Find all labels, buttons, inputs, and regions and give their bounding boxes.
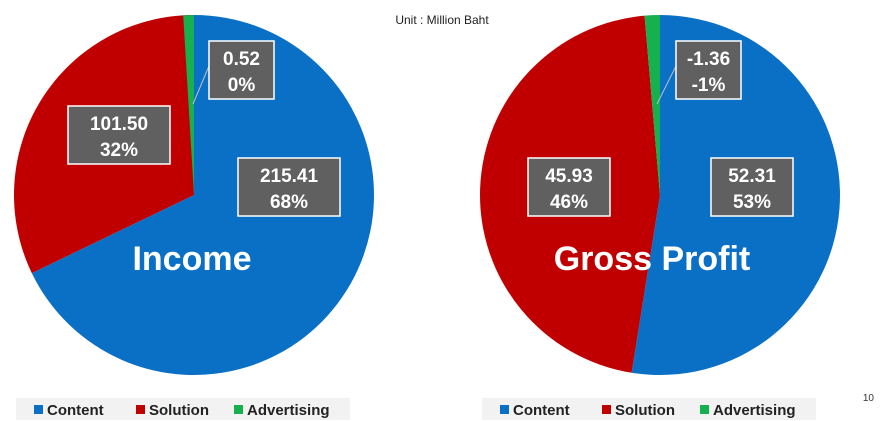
legend-swatch (700, 405, 709, 414)
legend-swatch (136, 405, 145, 414)
data-label-value: 0.52 (223, 49, 260, 70)
legend-swatch (234, 405, 243, 414)
leader-line-advertising (656, 65, 677, 105)
data-label-percent: 32% (100, 140, 138, 161)
legend-label: Advertising (247, 402, 330, 419)
data-label-value: 215.41 (260, 166, 319, 187)
data-label-percent: 46% (550, 192, 588, 213)
unit-label: Unit : Million Baht (395, 13, 489, 27)
page-number: 10 (862, 393, 874, 404)
data-label-content: 52.31 53% (710, 157, 794, 217)
legend-label: Solution (149, 402, 209, 419)
legend: Content Solution Advertising (16, 398, 350, 420)
chart-title: Income (132, 240, 251, 278)
data-label-percent: 0% (228, 75, 256, 96)
legend-item-content: Content (34, 402, 104, 419)
leader-line-advertising (192, 65, 210, 105)
data-label-advertising: -1.36 -1% (675, 40, 742, 100)
legend-swatch (500, 405, 509, 414)
pie-slice-advertising (644, 15, 660, 195)
legend-item-advertising: Advertising (234, 402, 330, 419)
legend-label: Content (513, 402, 570, 419)
legend: Content Solution Advertising (482, 398, 816, 420)
pie-chart-1: 215.41 68% 101.50 32% 0.52 0% Income Content Sol… (13, 15, 374, 420)
legend-swatch (602, 405, 611, 414)
data-label-percent: -1% (692, 75, 726, 96)
data-label-value: 101.50 (90, 114, 148, 135)
pie-slice-advertising (183, 15, 194, 195)
data-label-value: 45.93 (545, 166, 593, 187)
chart-title: Gross Profit (554, 240, 750, 278)
data-label-solution: 101.50 32% (67, 105, 171, 165)
data-label-solution: 45.93 46% (527, 157, 611, 217)
data-label-percent: 53% (733, 192, 771, 213)
data-label-content: 215.41 68% (237, 157, 341, 217)
pie-chart-2: 52.31 53% 45.93 46% -1.36 -1% Gross Profit Cont… (480, 15, 841, 420)
pie-slice-content (31, 15, 374, 375)
legend-item-content: Content (500, 402, 570, 419)
legend-item-solution: Solution (136, 402, 209, 419)
data-label-value: -1.36 (687, 49, 730, 70)
legend-label: Solution (615, 402, 675, 419)
legend-item-solution: Solution (602, 402, 675, 419)
legend-item-advertising: Advertising (700, 402, 796, 419)
legend-swatch (34, 405, 43, 414)
data-label-value: 52.31 (728, 166, 776, 187)
legend-label: Advertising (713, 402, 796, 419)
data-label-advertising: 0.52 0% (208, 40, 275, 100)
legend-label: Content (47, 402, 104, 419)
data-label-percent: 68% (270, 192, 308, 213)
